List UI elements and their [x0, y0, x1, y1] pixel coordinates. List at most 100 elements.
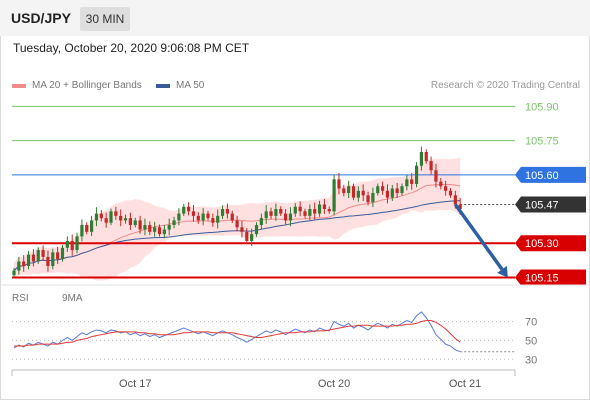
rsi-legend-label: RSI	[12, 293, 29, 304]
candle-body	[211, 218, 215, 223]
forecast-arrow-shaft	[453, 203, 504, 271]
forecast-arrow-layer	[453, 203, 508, 278]
candle-body	[51, 252, 55, 267]
candle-body	[279, 209, 283, 214]
candle-body	[395, 188, 399, 194]
candle-body	[12, 270, 16, 276]
candle-body	[366, 195, 370, 203]
candle-body	[332, 179, 336, 212]
candle-body	[245, 231, 249, 241]
level-tag-105.15	[515, 269, 586, 286]
candle-body	[250, 234, 254, 241]
candle-body	[157, 227, 162, 235]
x-tick-Oct-21: Oct 21	[449, 378, 481, 390]
timeframe-badge[interactable]: 30 MIN	[80, 7, 130, 31]
levels-layer	[12, 105, 515, 279]
candle-body	[119, 215, 123, 221]
level-label-105.30: 105.30	[525, 238, 559, 250]
candle-body	[361, 190, 365, 196]
level-labels-layer: 105.90 105.75 105.60 105.47 105.30 105.15	[515, 101, 586, 286]
candle-body	[322, 204, 326, 210]
candle-body	[371, 193, 375, 203]
candle-body	[162, 229, 166, 235]
research-credit: Research © 2020 Trading Central	[430, 80, 580, 91]
chart-header: USD/JPY 30 MIN	[0, 0, 590, 36]
candle-body	[75, 236, 79, 251]
level-tag-105.60	[515, 166, 586, 183]
rsi-tick-50: 50	[525, 335, 537, 347]
candle-body	[351, 186, 356, 198]
level-tag-105.47	[515, 196, 586, 213]
candle-body	[453, 195, 457, 205]
candle-body	[269, 211, 273, 216]
candle-body	[235, 220, 239, 228]
candle-body	[85, 224, 89, 232]
candle-body	[347, 186, 351, 194]
candle-body	[240, 227, 244, 232]
candle-body	[264, 211, 268, 219]
candle-body	[22, 261, 26, 267]
candle-body	[182, 206, 186, 214]
candle-body	[36, 250, 40, 262]
candle-body	[206, 213, 210, 219]
candle-body	[104, 218, 108, 223]
candle-body	[177, 213, 181, 221]
candle-body	[70, 240, 74, 251]
candle-body	[429, 161, 433, 171]
candle-body	[225, 209, 229, 214]
forecast-arrow-head	[497, 265, 508, 278]
legend-rsi: RSI	[12, 293, 29, 304]
candle-body	[298, 206, 302, 212]
candle-body	[114, 211, 118, 216]
candle-body	[385, 190, 390, 198]
symbol-title: USD/JPY	[11, 10, 71, 26]
ma20-legend-label: MA 20 + Bollinger Bands	[32, 80, 142, 91]
candle-body	[293, 206, 297, 214]
candle-body	[337, 179, 341, 189]
candle-body	[317, 204, 322, 214]
candle-body	[56, 252, 60, 260]
candle-body	[80, 224, 84, 237]
candle-body	[414, 165, 419, 184]
x-tick-Oct-20: Oct 20	[318, 378, 350, 390]
candle-body	[99, 213, 103, 219]
candle-body	[41, 250, 45, 257]
candle-body	[288, 213, 293, 221]
candle-body	[196, 215, 200, 221]
candle-body	[313, 209, 317, 214]
candle-body	[191, 211, 196, 216]
level-label-105.47: 105.47	[525, 199, 559, 211]
ma20-swatch	[12, 83, 26, 88]
candle-body	[65, 240, 69, 248]
candle-body	[133, 220, 137, 225]
x-tick-Oct-17: Oct 17	[119, 378, 151, 390]
legend-ma50: MA 50	[156, 80, 204, 91]
candle-body	[400, 186, 404, 194]
candle-body	[153, 227, 157, 232]
time-axis-layer: Oct 17 Oct 20 Oct 21	[11, 369, 516, 390]
ma9-legend-label: 9MA	[62, 293, 83, 304]
candle-body	[274, 209, 278, 216]
candle-body	[327, 209, 331, 212]
ma50-legend-label: MA 50	[176, 80, 205, 91]
level-label-105.60: 105.60	[525, 170, 559, 182]
candle-body	[444, 186, 448, 191]
candle-body	[46, 256, 50, 267]
candle-body	[187, 206, 191, 212]
level-label-105.90: 105.90	[525, 101, 559, 113]
candle-body	[284, 213, 288, 221]
rsi-tick-70: 70	[525, 316, 537, 328]
candle-body	[381, 186, 385, 191]
candle-body	[143, 224, 147, 230]
legend-9ma: 9MA	[62, 293, 83, 304]
level-tag-105.30	[515, 235, 586, 252]
candle-body	[123, 218, 128, 221]
candle-body	[26, 254, 31, 267]
candle-body	[376, 186, 380, 194]
candle-body	[448, 190, 453, 196]
candle-body	[434, 170, 438, 182]
candle-body	[201, 213, 205, 221]
candle-body	[405, 179, 409, 187]
candle-body	[254, 224, 259, 235]
candles-layer	[12, 146, 462, 278]
